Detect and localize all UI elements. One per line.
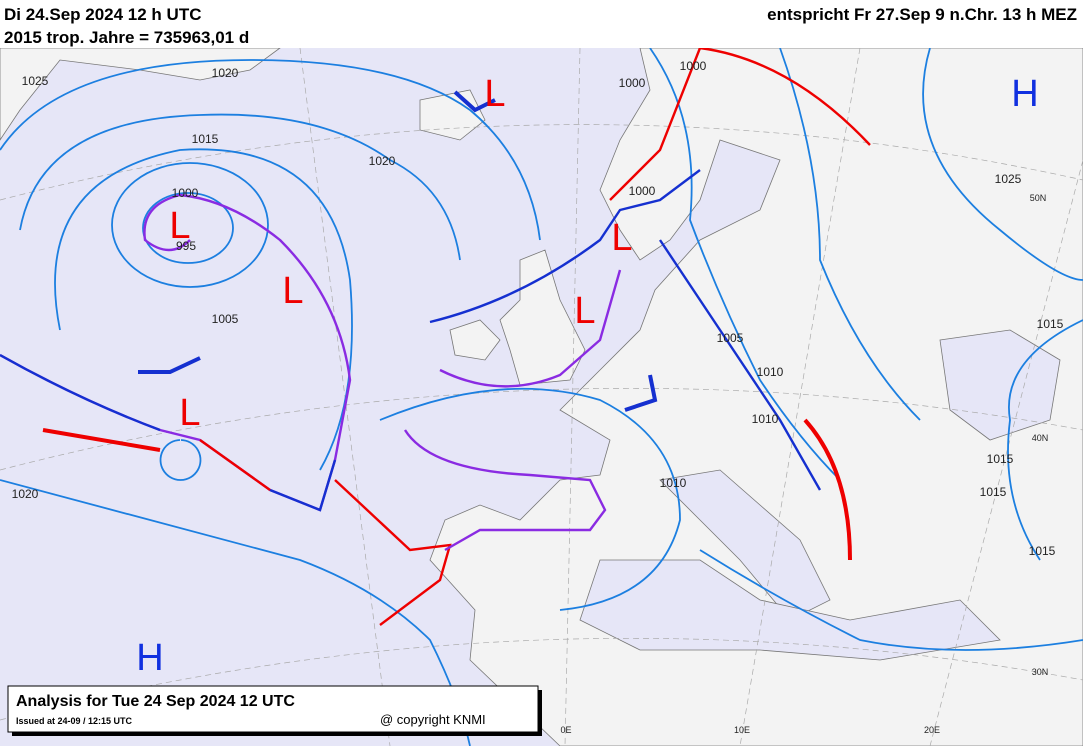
grid-label: 40N [1032, 433, 1049, 443]
isobar-label: 1015 [980, 485, 1007, 499]
isobar-label: 1005 [212, 312, 239, 326]
isobar-label: 1010 [757, 365, 784, 379]
grid-label: 50N [1030, 193, 1047, 203]
isobar-label: 1005 [717, 331, 744, 345]
isobar-label: 1020 [369, 154, 396, 168]
isobar-label: 1015 [192, 132, 219, 146]
footer-box [7, 685, 539, 733]
grid-label: 10E [734, 725, 750, 735]
footer-title: Analysis for Tue 24 Sep 2024 12 UTC [16, 693, 295, 710]
isobar-label: 995 [176, 239, 196, 253]
header-title: Di 24.Sep 2024 12 h UTC [4, 5, 201, 24]
pressure-system: L [611, 217, 632, 259]
isobar-label: 1025 [995, 172, 1022, 186]
isobar-label: 1020 [212, 66, 239, 80]
isobar-label: 1025 [22, 74, 49, 88]
isobar-label: 1015 [1029, 544, 1056, 558]
isobar-label: 1000 [629, 184, 656, 198]
header-right: entspricht Fr 27.Sep 9 n.Chr. 13 h MEZ [767, 5, 1077, 24]
header-subtitle: 2015 trop. Jahre = 735963,01 d [4, 28, 249, 47]
footer-copyright: @ copyright KNMI [380, 712, 486, 727]
isobar-label: 1000 [680, 59, 707, 73]
isobar-label: 1000 [619, 76, 646, 90]
pressure-system: H [136, 637, 163, 679]
isobar-label: 1015 [987, 452, 1014, 466]
grid-label: 30N [1032, 667, 1049, 677]
isobar-label: 1000 [172, 186, 199, 200]
grid-label: 20E [924, 725, 940, 735]
pressure-system: L [282, 270, 303, 312]
pressure-system: L [574, 290, 595, 332]
grid-label: 0E [560, 725, 571, 735]
header-band [0, 0, 1083, 48]
isobar-label: 1020 [12, 487, 39, 501]
isobar-label: 1010 [752, 412, 779, 426]
isobars [0, 47, 1083, 746]
pressure-system: H [1011, 73, 1038, 115]
isobar-label: 1010 [660, 476, 687, 490]
footer-issued: Issued at 24-09 / 12:15 UTC [16, 716, 133, 726]
isobar-label: 1015 [1037, 317, 1064, 331]
pressure-system: L [179, 392, 200, 434]
pressure-system: L [484, 73, 505, 115]
fronts [0, 46, 871, 626]
pressure-system: L [169, 205, 190, 247]
